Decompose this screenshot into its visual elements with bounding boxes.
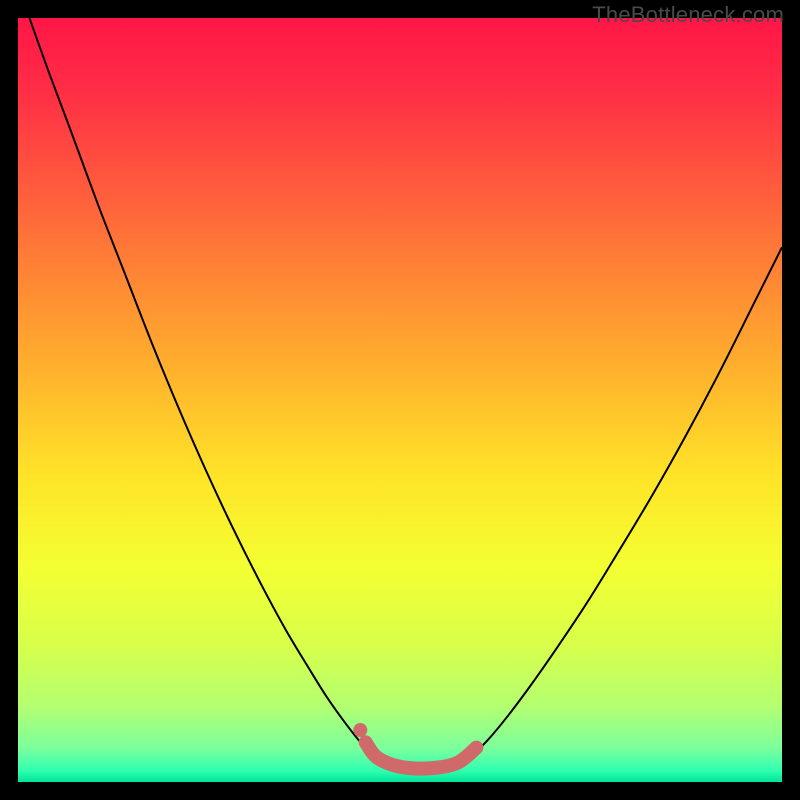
bottom-marker-dot <box>353 723 367 737</box>
gradient-background <box>18 18 782 782</box>
watermark-text: TheBottleneck.com <box>592 2 784 28</box>
bottleneck-curve-chart <box>18 18 782 782</box>
chart-frame: TheBottleneck.com <box>0 0 800 800</box>
plot-area <box>18 18 782 782</box>
